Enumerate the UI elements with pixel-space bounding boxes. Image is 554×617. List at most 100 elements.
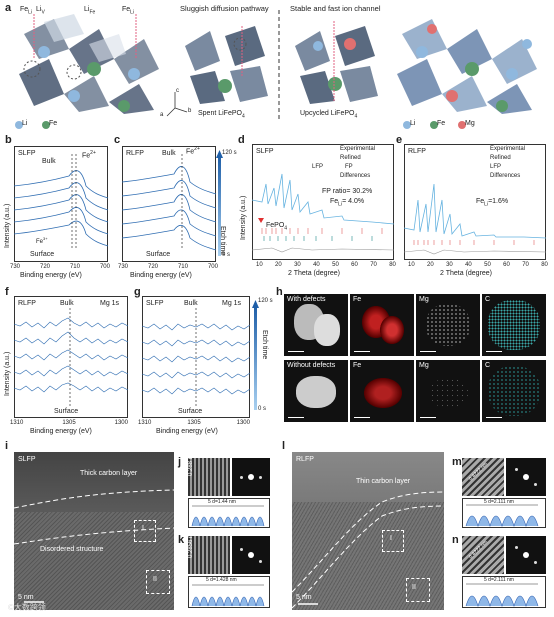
profile-n-peaks [465, 583, 539, 608]
xrd-e-legend-diff: Differences [490, 173, 521, 179]
panel-letter-j: j [178, 456, 182, 468]
label-spent-lfp: Spent LiFePO4 [198, 110, 245, 120]
xtick: 720 [39, 264, 50, 270]
xtick: 1305 [187, 420, 201, 426]
haadf-without-defects [284, 360, 348, 422]
watermark: ©大数跨领 [8, 603, 46, 612]
etch-time-bottom-c: 0 s [222, 252, 231, 258]
tem-l-title: RLFP [296, 456, 314, 463]
xtick: 50 [332, 262, 339, 268]
panel-a-divider [278, 10, 280, 120]
xps-fe-rlfp-frame [122, 146, 216, 262]
xps-g-bulk: Bulk [184, 300, 198, 307]
crystal-structure-spent [19, 14, 159, 114]
xps-b-fe3: Fe3+ [36, 236, 48, 245]
h-mg-label-2: Mg [419, 362, 429, 369]
xps-b-surface: Surface [30, 251, 55, 258]
etch-time-bottom-g: 0 s [258, 406, 267, 412]
tem-i-box2-label: II [153, 576, 157, 583]
axis-b: b [188, 108, 192, 114]
xtick: 10 [408, 262, 415, 268]
fft-m [506, 458, 546, 496]
xrd-e-legend-lfp: LFP [490, 164, 502, 170]
panel-letter-g: g [134, 286, 141, 298]
xps-c-xticks: 730 720 710 700 [118, 264, 218, 270]
panel-letter-h: h [276, 286, 283, 298]
xrd-d-ylabel: Intensity (a.u.) [240, 195, 247, 240]
xtick: 30 [446, 262, 453, 268]
tem-l-scale: 5 nm [296, 594, 312, 601]
tem-i-disordered: Disordered structure [40, 546, 104, 553]
etch-time-top-c: 120 s [222, 150, 237, 156]
eds-c-without-defects [482, 360, 546, 422]
label-fe-li: FeLi [122, 6, 135, 16]
xrd-d-xticks: 10 20 30 40 50 60 70 80 [256, 262, 396, 268]
xtick: 70 [370, 262, 377, 268]
etch-time-top-g: 120 s [258, 298, 273, 304]
tem-i-box2 [146, 570, 170, 594]
xrd-e-legend-exp: Experimental [490, 146, 526, 152]
eds-fe-without-defects [350, 360, 414, 422]
label-sluggish: Sluggish diffusion pathway [180, 4, 269, 13]
xps-f-mg: Mg 1s [100, 300, 120, 307]
xrd-e-xlabel: 2 Theta (degree) [440, 270, 493, 277]
xps-mg-slfp-curves [141, 308, 251, 406]
k-dlabel: 5 d=1.428 nm [206, 577, 237, 583]
h-fe-label-2: Fe [353, 362, 362, 369]
xps-g-surface: Surface [178, 408, 203, 415]
xtick: 80 [389, 262, 396, 268]
hrtem-m [462, 458, 504, 496]
h-mg-label-1: Mg [419, 296, 429, 303]
xtick: 60 [503, 262, 510, 268]
xtick: 1310 [138, 420, 152, 426]
xtick: 1300 [114, 420, 128, 426]
j-dspace: 0.288 nm [188, 450, 194, 476]
tem-i-title: SLFP [18, 456, 36, 463]
xps-f-title: RLFP [18, 300, 36, 307]
tem-i-box1-label: I [142, 525, 144, 532]
label-stable-channel: Stable and fast ion channel [290, 4, 381, 13]
xtick: 700 [207, 264, 218, 270]
tem-i-box1 [134, 520, 156, 542]
label-fe-li-site: FeLi [20, 6, 33, 16]
crystal-upcycled-channel [295, 21, 378, 104]
k-dspace: 0.2856 nm [188, 529, 194, 558]
panel-letter-d: d [238, 134, 245, 146]
panel-letter-f: f [5, 286, 9, 298]
panel-letter-b: b [5, 134, 12, 146]
label-li-fe-site: LiFe [84, 6, 96, 16]
tem-l-box2-label: II [412, 584, 416, 591]
xtick: 70 [522, 262, 529, 268]
xrd-slfp-pattern [251, 173, 395, 253]
legend-left-markers [15, 121, 50, 129]
xps-b-ylabel: Intensity (a.u.) [4, 203, 11, 248]
xps-g-title: SLFP [146, 300, 164, 307]
panel-letter-m: m [452, 456, 462, 468]
xps-f-xticks: 1310 1305 1300 [10, 420, 128, 426]
xps-mg-rlfp-curves [13, 308, 129, 406]
legend-fe-label-right: Fe [437, 120, 446, 127]
panel-letter-l: l [282, 440, 286, 452]
xrd-d-legend-lfp: LFP [312, 164, 324, 170]
tem-l-box1 [382, 530, 404, 552]
etch-time-bar-c [216, 150, 223, 256]
xps-f-surface: Surface [54, 408, 79, 415]
etch-time-bar-g [252, 300, 259, 410]
xrd-d-legend-refined: Refined [340, 155, 361, 161]
legend-mg-label-right: Mg [465, 120, 475, 127]
legend-li-label-right: Li [410, 120, 416, 127]
tem-l-box2 [406, 578, 430, 602]
xrd-e-legend-refined: Refined [490, 155, 511, 161]
xps-f-xlabel: Binding energy (eV) [30, 428, 92, 435]
xrd-e-title: RLFP [408, 148, 426, 155]
crystal-structure-upcycled [397, 19, 537, 114]
panel-letter-n: n [452, 534, 459, 546]
xtick: 730 [10, 264, 21, 270]
h-fe-label-1: Fe [353, 296, 362, 303]
xtick: 80 [541, 262, 548, 268]
h-c-label-2: C [485, 362, 491, 369]
h-without-defects-label: Without defects [287, 362, 336, 369]
xrd-rlfp-pattern [403, 183, 547, 255]
fft-k [232, 536, 270, 574]
profile-k-peaks [191, 584, 265, 607]
